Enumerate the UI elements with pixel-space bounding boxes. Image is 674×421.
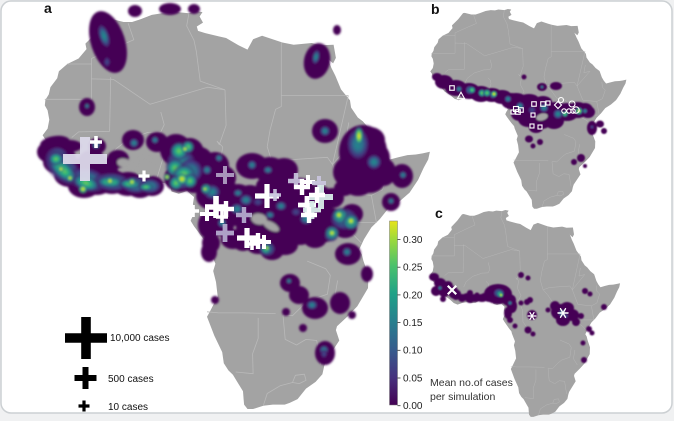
svg-text:500 cases: 500 cases xyxy=(108,374,154,385)
svg-text:0.30: 0.30 xyxy=(403,235,423,246)
svg-text:10,000 cases: 10,000 cases xyxy=(110,333,170,344)
svg-text:per simulation: per simulation xyxy=(430,391,496,403)
svg-text:0.15: 0.15 xyxy=(403,318,423,329)
svg-text:0.25: 0.25 xyxy=(403,263,423,274)
svg-text:Mean no.of cases: Mean no.of cases xyxy=(430,377,513,389)
svg-text:a: a xyxy=(44,0,52,16)
svg-text:0.00: 0.00 xyxy=(403,401,423,412)
svg-text:0.05: 0.05 xyxy=(403,373,423,384)
svg-text:c: c xyxy=(435,205,443,221)
svg-text:0.10: 0.10 xyxy=(403,346,423,357)
svg-text:0.20: 0.20 xyxy=(403,290,423,301)
svg-text:b: b xyxy=(431,1,440,17)
svg-text:10 cases: 10 cases xyxy=(108,402,148,413)
